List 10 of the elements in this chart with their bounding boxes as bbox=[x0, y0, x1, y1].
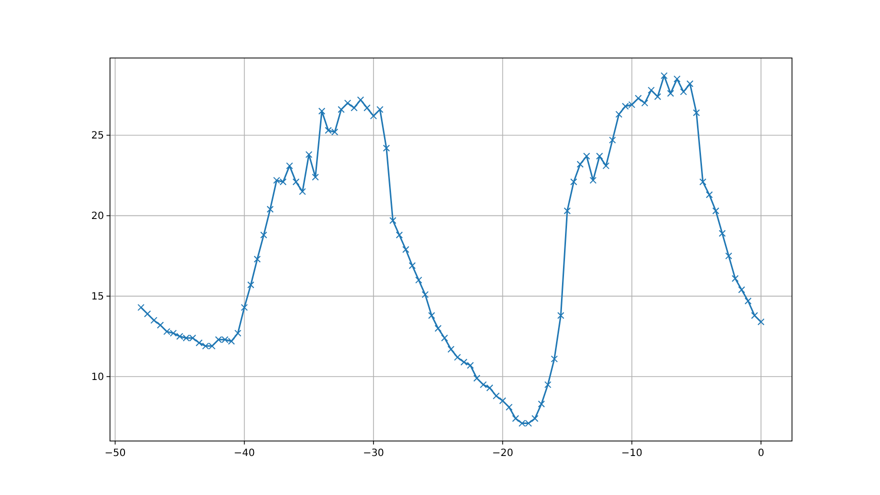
x-tick-label: −30 bbox=[362, 448, 384, 459]
x-tick-label: 0 bbox=[758, 448, 764, 459]
x-tick-label: −10 bbox=[621, 448, 642, 459]
x-tick-label: −40 bbox=[234, 448, 255, 459]
y-tick-label: 25 bbox=[91, 130, 104, 142]
y-tick-label: 20 bbox=[91, 211, 104, 222]
y-tick-label: 15 bbox=[91, 292, 104, 303]
x-tick-label: −50 bbox=[104, 448, 126, 459]
x-tick-label: −20 bbox=[492, 448, 514, 459]
y-tick-label: 10 bbox=[91, 372, 104, 384]
